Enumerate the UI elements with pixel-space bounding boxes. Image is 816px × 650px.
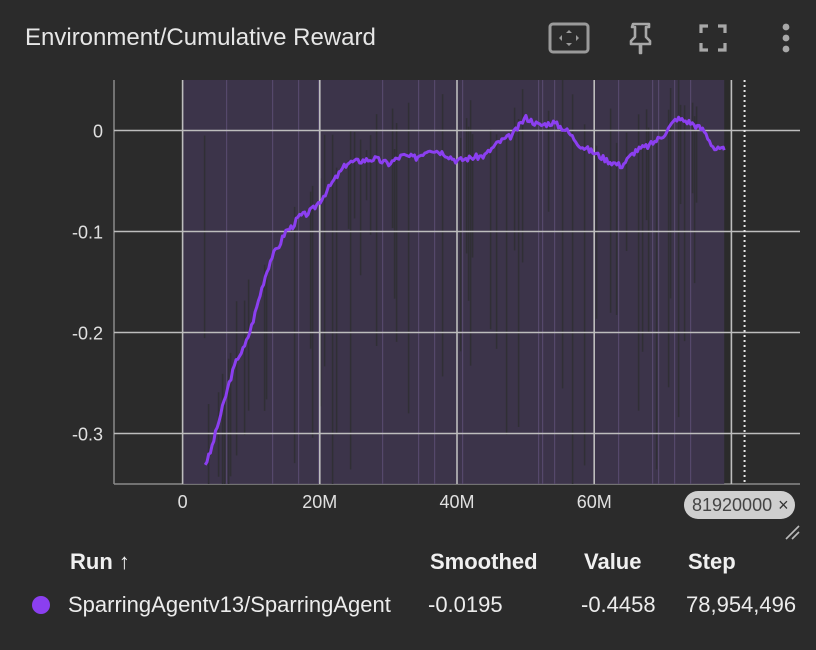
x-tick-label: 20M [302,492,337,512]
smoothed-column-header[interactable]: Smoothed [430,549,538,574]
line-chart[interactable]: 0 -0.1 -0.2 -0.3 0 20M 40M 60M [0,78,816,540]
step-cursor-badge[interactable]: 81920000 × [684,491,795,519]
fit-domain-button[interactable] [547,18,591,58]
more-menu-button[interactable] [764,18,808,58]
y-tick-label: -0.1 [72,223,103,243]
raw-value: -0.4458 [581,592,656,617]
x-tick-label: 40M [439,492,474,512]
fit-domain-icon [548,22,590,54]
close-icon[interactable]: × [778,494,789,515]
x-tick-label: 0 [178,492,188,512]
smoothed-value: -0.0195 [428,592,503,617]
chart-title: Environment/Cumulative Reward [25,24,376,51]
step-column-header[interactable]: Step [688,549,736,574]
chart-area[interactable]: 0 -0.1 -0.2 -0.3 0 20M 40M 60M [0,78,816,540]
fullscreen-icon [699,24,727,52]
y-tick-label: 0 [93,122,103,142]
run-color-dot [32,596,50,614]
step-value: 78,954,496 [686,592,797,617]
run-column-header[interactable]: Run ↑ [70,549,130,574]
more-vert-icon [782,23,790,53]
pin-icon [629,22,652,55]
value-column-header[interactable]: Value [584,549,642,574]
card-header: Environment/Cumulative Reward [0,0,816,80]
resize-handle-icon[interactable] [784,524,800,540]
x-tick-label: 60M [577,492,612,512]
y-tick-label: -0.3 [72,425,103,445]
step-cursor-value: 81920000 [692,494,773,515]
y-tick-label: -0.2 [72,324,103,344]
series-line-sparringagent [203,113,726,466]
run-name: SparringAgentv13/SparringAgent [68,592,391,617]
pin-button[interactable] [619,18,663,58]
fullscreen-button[interactable] [691,18,735,58]
